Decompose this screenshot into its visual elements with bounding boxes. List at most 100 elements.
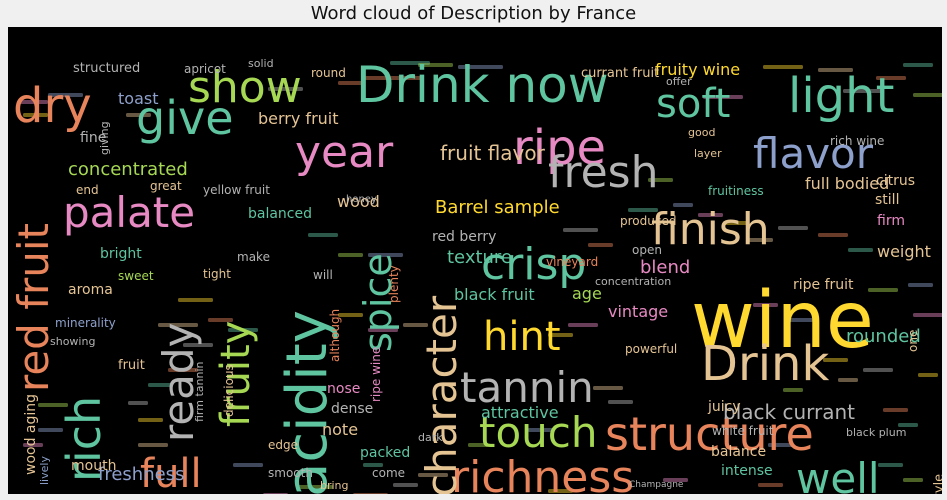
cloud-word: character [417, 295, 466, 494]
filler-word-mark [783, 388, 803, 392]
filler-word-mark [878, 463, 903, 467]
cloud-word: Champagne [629, 480, 684, 490]
filler-word-mark [48, 93, 83, 97]
cloud-word: richness [451, 452, 634, 494]
cloud-word: blend [640, 257, 690, 278]
cloud-word: Drink [701, 336, 829, 392]
cloud-word: packed [360, 445, 410, 461]
cloud-word: fruit flavor [440, 141, 546, 165]
cloud-word: rich wine [830, 134, 884, 148]
filler-word-mark [868, 288, 898, 292]
cloud-word: red berry [432, 229, 496, 245]
filler-word-mark [838, 378, 858, 382]
cloud-word: berry fruit [258, 109, 339, 128]
filler-word-mark [778, 226, 808, 230]
cloud-word: fresh [548, 147, 659, 198]
cloud-word: full bodied [805, 174, 889, 193]
filler-word-mark [548, 489, 573, 493]
filler-word-mark [233, 463, 263, 467]
cloud-word: show [188, 62, 302, 113]
filler-word-mark [753, 303, 778, 307]
filler-word-mark [168, 368, 198, 372]
cloud-word: well [796, 454, 880, 494]
cloud-word: vineyard [546, 255, 598, 269]
cloud-word: acidity [275, 310, 340, 494]
filler-word-mark [298, 485, 333, 489]
cloud-word: lively [38, 456, 51, 485]
cloud-word: vintage [608, 302, 668, 321]
filler-word-mark [126, 113, 151, 117]
cloud-word: crisp [481, 239, 586, 290]
filler-word-mark [158, 323, 198, 327]
cloud-word: give [136, 91, 234, 145]
cloud-word: ripe fruit [793, 277, 854, 293]
cloud-word: one [906, 330, 920, 352]
filler-word-mark [768, 443, 793, 447]
filler-word-mark [848, 248, 873, 252]
cloud-word: honey [346, 194, 377, 205]
filler-word-mark [23, 443, 43, 447]
filler-word-mark [338, 81, 363, 85]
cloud-word: red fruit [9, 223, 58, 392]
cloud-word: solid [248, 57, 274, 70]
cloud-word: freshness [98, 464, 184, 485]
cloud-word: good [688, 126, 715, 139]
cloud-word: Barrel sample [435, 197, 560, 218]
filler-word-mark [903, 63, 933, 67]
cloud-word: nose [327, 381, 360, 397]
cloud-word: come [372, 466, 405, 480]
cloud-word: make [237, 250, 270, 264]
filler-word-mark [913, 93, 942, 97]
cloud-word: wine [691, 276, 874, 366]
filler-word-mark [818, 233, 848, 237]
cloud-word: minerality [55, 316, 116, 330]
filler-word-mark [228, 328, 258, 332]
cloud-word: palate [63, 188, 195, 237]
filler-word-mark [748, 238, 773, 242]
filler-word-mark [588, 243, 613, 247]
filler-word-mark [368, 253, 403, 257]
cloud-word: texture [447, 247, 512, 268]
cloud-word: soft [656, 81, 730, 127]
filler-word-mark [918, 373, 938, 377]
filler-word-mark [418, 473, 448, 477]
filler-word-mark [458, 65, 503, 69]
filler-word-mark [208, 318, 233, 322]
cloud-word: firm tannin [193, 361, 206, 422]
cloud-word: showing [50, 335, 95, 348]
cloud-word: dry [13, 78, 92, 134]
filler-word-mark [913, 313, 942, 317]
filler-word-mark [138, 443, 168, 447]
filler-word-mark [628, 208, 658, 212]
cloud-word: black fruit [454, 285, 535, 304]
filler-word-mark [663, 478, 688, 482]
cloud-word: end [76, 183, 99, 197]
filler-word-mark [698, 213, 723, 217]
filler-word-mark [563, 228, 598, 232]
cloud-word: rounded [846, 326, 921, 347]
chart-title: Word cloud of Description by France [310, 3, 637, 24]
filler-word-mark [353, 493, 388, 494]
cloud-word: fruity wine [655, 60, 740, 79]
filler-word-mark [368, 328, 398, 332]
cloud-word: powerful [625, 342, 677, 356]
filler-word-mark [23, 113, 48, 117]
cloud-word: touch [479, 408, 598, 457]
cloud-word: bright [100, 246, 142, 262]
cloud-word: ripe wine [369, 347, 383, 402]
cloud-word: bring [320, 479, 349, 492]
cloud-word: wood aging [23, 394, 39, 475]
filler-word-mark [863, 368, 893, 372]
cloud-word: ready [154, 323, 203, 442]
cloud-word: currant fruit [581, 66, 659, 81]
cloud-word: spice [356, 253, 400, 352]
cloud-word: structure [605, 407, 814, 461]
filler-word-mark [648, 178, 673, 182]
cloud-word: concentration [595, 275, 671, 288]
filler-word-mark [823, 358, 848, 362]
cloud-word: light [788, 68, 894, 124]
cloud-word: ripe [513, 120, 606, 176]
filler-word-mark [308, 233, 338, 237]
cloud-word: flavor [753, 129, 874, 178]
